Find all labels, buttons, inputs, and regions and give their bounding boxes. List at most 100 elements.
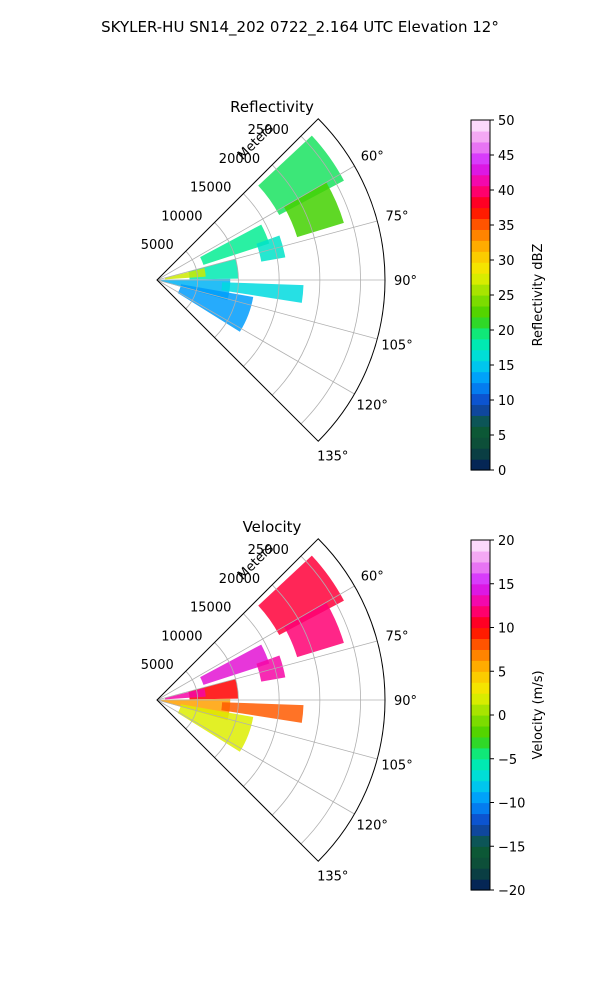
colorbar-segment <box>471 638 490 650</box>
reflectivity-title: Reflectivity <box>230 98 314 116</box>
range-tick-label: 25000 <box>248 123 289 138</box>
colorbar-tick-label: 25 <box>498 289 515 304</box>
colorbar-segment <box>471 704 490 716</box>
colorbar-segment <box>471 141 490 154</box>
echo-region <box>258 555 344 636</box>
colorbar-segment <box>471 262 490 274</box>
echo-region <box>164 688 206 700</box>
colorbar-tick-label: 45 <box>498 149 515 164</box>
echo-region <box>177 284 254 332</box>
colorbar-segment <box>471 393 490 405</box>
colorbar-tick-label: 40 <box>498 184 515 199</box>
colorbar-tick-label: 0 <box>498 464 506 479</box>
colorbar-segment <box>471 671 490 683</box>
colorbar-tick-label: −20 <box>498 884 525 899</box>
azimuth-gridline <box>156 585 355 701</box>
azimuth-tick-label: 75° <box>386 210 409 225</box>
colorbar-tick-label: 0 <box>498 709 506 724</box>
azimuth-gridline <box>156 699 355 815</box>
colorbar-segment <box>471 824 490 836</box>
azimuth-tick-label: 60° <box>361 570 384 585</box>
colorbar-segment <box>471 747 490 760</box>
range-tick-label: 15000 <box>190 181 231 196</box>
colorbar-segment <box>471 305 490 318</box>
colorbar-tick-label: −10 <box>498 797 525 812</box>
echo-region <box>283 182 344 238</box>
colorbar-segment <box>471 196 490 209</box>
range-tick-label: 5000 <box>141 238 174 253</box>
colorbar-segment <box>471 152 490 165</box>
azimuth-gridline <box>156 279 378 340</box>
echo-region <box>164 268 206 280</box>
colorbar-segment <box>471 693 490 705</box>
colorbar-segment <box>471 229 490 241</box>
range-tick-label: 25000 <box>248 543 289 558</box>
colorbar-tick-label: 35 <box>498 219 515 234</box>
colorbar-segment <box>471 616 490 629</box>
echo-region <box>200 224 270 265</box>
velocity-colorbar: −20 −15 −10 −5 0 5 10 15 20 <box>470 534 525 899</box>
colorbar-segment <box>471 780 490 793</box>
colorbar-segment <box>471 583 490 596</box>
colorbar-segment <box>471 437 490 449</box>
colorbar-segment <box>471 868 490 880</box>
colorbar-segment <box>471 758 490 771</box>
reflectivity-polar-plot: 5000 10000 15000 20000 25000 60° 75° 90° 105° 120… <box>141 118 417 465</box>
colorbar-segment <box>471 404 490 416</box>
sector-frame <box>156 118 386 442</box>
colorbar-segment <box>471 649 490 661</box>
azimuth-tick-label: 60° <box>361 150 384 165</box>
colorbar-segment <box>471 769 490 782</box>
colorbar-tick-label: −5 <box>498 753 517 768</box>
colorbar-segment <box>471 284 490 296</box>
colorbar-segment <box>471 371 490 384</box>
colorbar-segment <box>471 736 490 749</box>
azimuth-gridline <box>156 165 355 281</box>
colorbar-segment <box>471 802 490 815</box>
colorbar-segment <box>471 382 490 395</box>
colorbar-segment <box>471 561 490 574</box>
reflectivity-colorbar: 0 5 10 15 20 25 30 35 40 45 50 <box>470 114 515 479</box>
colorbar-segment <box>471 857 490 869</box>
colorbar-segment <box>471 660 490 672</box>
colorbar-segment <box>471 835 490 847</box>
range-tick-label: 5000 <box>141 658 174 673</box>
colorbar-tick-label: 5 <box>498 665 506 680</box>
azimuth-tick-label: 120° <box>357 818 388 833</box>
echo-region <box>177 704 254 752</box>
colorbar-tick-label: 10 <box>498 622 515 637</box>
azimuth-gridline <box>156 279 355 395</box>
range-tick-label: 20000 <box>219 152 260 167</box>
colorbar-segment <box>471 338 490 351</box>
colorbar-segment <box>471 349 490 362</box>
echo-region <box>283 602 344 658</box>
azimuth-tick-label: 75° <box>386 630 409 645</box>
colorbar-segment <box>471 791 490 804</box>
range-tick-label: 15000 <box>190 601 231 616</box>
colorbar-tick-label: −15 <box>498 840 525 855</box>
colorbar-segment <box>471 240 490 252</box>
colorbar-tick-label: 20 <box>498 534 515 549</box>
colorbar-segment <box>471 550 490 563</box>
azimuth-gridline <box>156 640 378 701</box>
colorbar-segment <box>471 594 490 607</box>
velocity-polar-plot: 5000 10000 15000 20000 25000 60° 75° 90° 105° 120… <box>141 538 417 885</box>
colorbar-segment <box>471 682 490 694</box>
azimuth-tick-label: 90° <box>394 694 417 709</box>
azimuth-tick-label: 135° <box>317 450 348 465</box>
colorbar-tick-label: 15 <box>498 578 515 593</box>
azimuth-tick-label: 105° <box>381 758 412 773</box>
colorbar-segment <box>471 426 490 438</box>
echo-region <box>221 282 304 303</box>
colorbar-segment <box>471 360 490 373</box>
colorbar-segment <box>471 273 490 285</box>
azimuth-tick-label: 105° <box>381 338 412 353</box>
colorbar-segment <box>471 715 490 727</box>
velocity-panel: Velocity 5000 10000 15000 20000 25000 60° 75° 9… <box>141 518 546 899</box>
colorbar-segment <box>471 572 490 585</box>
colorbar-segment <box>471 185 490 198</box>
colorbar-segment <box>471 459 490 471</box>
colorbar-segment <box>471 174 490 187</box>
colorbar-segment <box>471 120 490 132</box>
